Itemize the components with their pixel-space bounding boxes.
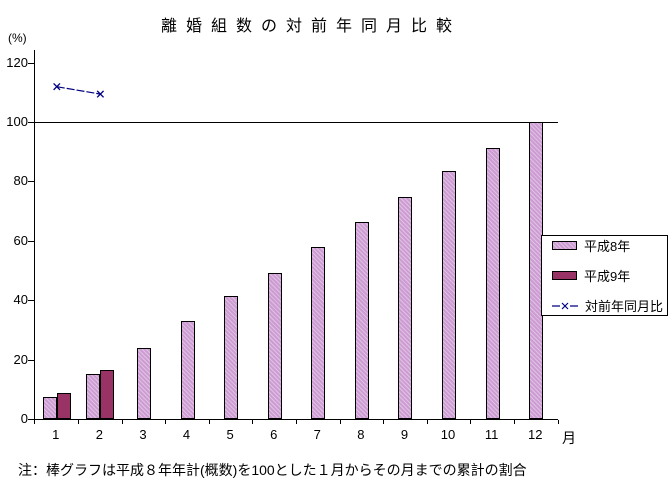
x-axis-tick [470, 420, 472, 424]
y-tick-label: 20 [13, 351, 28, 367]
x-tick-label: 4 [182, 427, 191, 442]
legend-item-3: 対前年同月比 [552, 296, 667, 315]
legend-item-2: 平成9年 [552, 266, 667, 285]
y-axis-tick [28, 181, 34, 183]
legend-swatch [552, 271, 577, 280]
x-tick-label: 10 [440, 427, 456, 442]
bar-heisei8-month-10 [442, 171, 457, 419]
bar-heisei8-month-1 [42, 397, 57, 419]
x-axis-tick [252, 420, 254, 424]
bar-heisei8-month-5 [224, 296, 239, 419]
bar-heisei8-month-6 [267, 273, 282, 419]
footnote: 注：棒グラフは平成８年年計(概数)を100とした１月からその月までの累計の割合 [18, 462, 527, 478]
y-axis-tick [28, 419, 34, 420]
legend-label: 対前年同月比 [585, 299, 664, 314]
y-axis-tick [28, 359, 34, 361]
reference-line-100 [35, 122, 558, 123]
y-tick-label: 60 [13, 232, 28, 248]
bar-heisei9-month-1 [56, 393, 71, 419]
x-axis-tick [34, 420, 35, 424]
x-axis-tick [296, 420, 297, 424]
bar-heisei8-month-7 [311, 247, 326, 419]
legend-label: 平成9年 [584, 269, 631, 284]
y-tick-label: 120 [6, 54, 28, 70]
x-axis-tick [208, 420, 210, 424]
y-axis-tick [28, 240, 34, 242]
x-axis-tick [383, 420, 385, 424]
x-axis-tick [165, 420, 167, 424]
bar-heisei8-month-11 [485, 148, 500, 419]
x-tick-label: 5 [226, 427, 234, 442]
x-tick-label: 3 [139, 427, 147, 442]
bar-heisei8-month-9 [398, 197, 413, 419]
x-axis-tick [121, 420, 123, 424]
y-axis-tick [28, 122, 34, 123]
bar-heisei8-month-3 [136, 348, 151, 419]
bar-heisei9-month-2 [100, 370, 115, 419]
bar-heisei8-month-2 [86, 374, 101, 419]
bar-heisei8-month-8 [354, 222, 369, 419]
x-tick-label: 7 [313, 427, 321, 442]
x-tick-label: 11 [484, 427, 499, 442]
legend-swatch [552, 241, 577, 250]
legend-item-1: 平成8年 [552, 236, 667, 255]
x-axis-tick [426, 420, 428, 424]
x-tick-label: 9 [400, 427, 409, 442]
bar-heisei8-month-4 [180, 321, 195, 419]
yoy-ratio-line [56, 86, 101, 95]
x-tick-label: 8 [357, 427, 365, 442]
y-axis-tick [28, 300, 34, 302]
legend: 平成8年平成9年対前年同月比 [541, 235, 668, 316]
y-tick-label: 100 [6, 114, 28, 129]
chart-title: 離婚組数の対前年同月比較 [160, 18, 461, 35]
x-tick-label: 6 [270, 427, 278, 442]
yoy-ratio-line-layer [53, 82, 105, 98]
x-axis-tick [339, 420, 341, 424]
x-tick-label: 12 [527, 427, 543, 442]
y-tick-label: 0 [20, 411, 28, 426]
legend-line-sample [552, 302, 578, 309]
x-marker-point-2 [96, 90, 105, 98]
x-tick-label: 1 [52, 427, 60, 442]
x-tick-label: 2 [95, 427, 103, 442]
legend-label: 平成8年 [584, 239, 631, 254]
x-axis-tick [557, 420, 559, 424]
x-marker-point-1 [53, 82, 61, 91]
y-tick-label: 40 [13, 292, 28, 308]
y-axis-tick [28, 62, 34, 64]
x-axis-unit-label: 月 [562, 430, 576, 446]
y-tick-label: 80 [13, 173, 28, 189]
plot-area [28, 50, 559, 424]
y-axis-unit-label: (%) [8, 31, 27, 45]
x-axis-tick [78, 420, 80, 424]
x-axis-tick [513, 420, 515, 424]
